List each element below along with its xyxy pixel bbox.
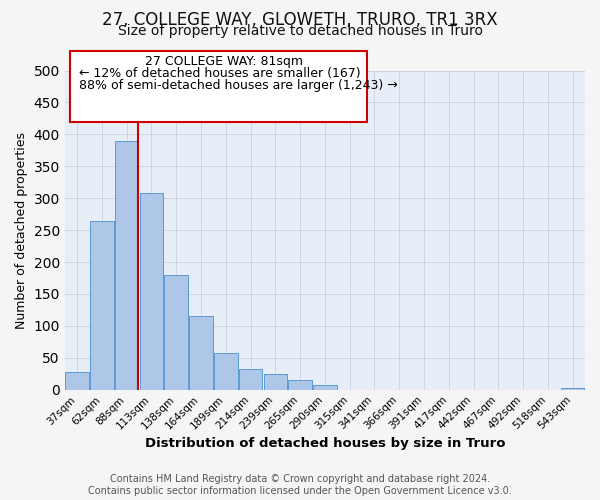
- Text: Contains HM Land Registry data © Crown copyright and database right 2024.
Contai: Contains HM Land Registry data © Crown c…: [88, 474, 512, 496]
- Bar: [164, 275, 188, 390]
- Bar: [313, 386, 337, 390]
- Y-axis label: Number of detached properties: Number of detached properties: [15, 132, 28, 328]
- Text: 27 COLLEGE WAY: 81sqm: 27 COLLEGE WAY: 81sqm: [145, 54, 303, 68]
- Bar: [239, 370, 262, 390]
- Bar: [115, 140, 139, 390]
- X-axis label: Distribution of detached houses by size in Truro: Distribution of detached houses by size …: [145, 437, 505, 450]
- Bar: [90, 220, 114, 390]
- Bar: [65, 372, 89, 390]
- Text: Size of property relative to detached houses in Truro: Size of property relative to detached ho…: [118, 24, 482, 38]
- Text: ← 12% of detached houses are smaller (167): ← 12% of detached houses are smaller (16…: [79, 67, 361, 80]
- Bar: [561, 388, 584, 390]
- Bar: [214, 352, 238, 390]
- Bar: [289, 380, 312, 390]
- Bar: [189, 316, 213, 390]
- Text: 88% of semi-detached houses are larger (1,243) →: 88% of semi-detached houses are larger (…: [79, 80, 398, 92]
- Bar: [140, 193, 163, 390]
- Bar: [263, 374, 287, 390]
- Text: 27, COLLEGE WAY, GLOWETH, TRURO, TR1 3RX: 27, COLLEGE WAY, GLOWETH, TRURO, TR1 3RX: [102, 11, 498, 29]
